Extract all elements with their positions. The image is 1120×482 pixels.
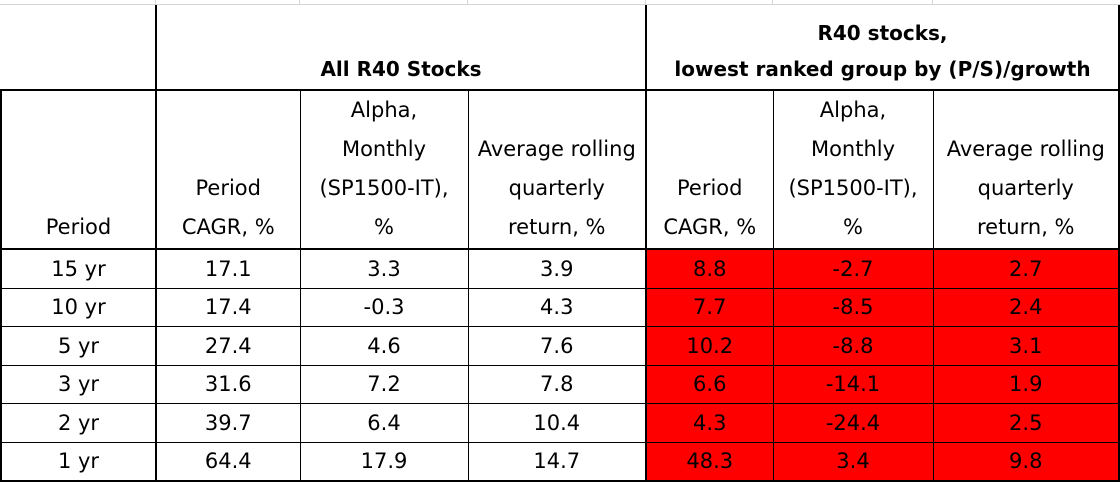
group-header-lowest-line1: R40 stocks, (817, 21, 948, 45)
period-cell: 10 yr (0, 288, 156, 327)
low-cagr-cell: 4.3 (645, 403, 773, 443)
period-cell: 1 yr (0, 442, 156, 482)
all-cagr-cell: 31.6 (155, 365, 300, 404)
group-header-lowest: R40 stocks, lowest ranked group by (P/S)… (645, 5, 1120, 91)
all-rolling-cell: 3.9 (467, 249, 646, 289)
all-alpha-cell: 17.9 (299, 442, 468, 482)
header-low-alpha: Alpha, Monthly (SP1500-IT), % (772, 90, 933, 250)
empty-corner-cell (1, 5, 156, 91)
all-cagr-cell: 39.7 (155, 403, 300, 443)
low-rolling-cell: 2.4 (932, 288, 1120, 327)
header-all-cagr: Period CAGR, % (155, 90, 300, 250)
all-cagr-cell: 64.4 (155, 442, 300, 482)
all-alpha-cell: 4.6 (299, 326, 468, 366)
group-header-row: All R40 Stocks R40 stocks, lowest ranked… (1, 5, 1120, 91)
low-alpha-cell: -14.1 (772, 365, 933, 404)
group-header-all-label: All R40 Stocks (320, 57, 482, 81)
performance-table: All R40 Stocks R40 stocks, lowest ranked… (0, 5, 1120, 482)
all-alpha-cell: 3.3 (299, 249, 468, 289)
spreadsheet-gridlines (0, 0, 1120, 5)
low-alpha-cell: -8.5 (772, 288, 933, 327)
low-alpha-cell: -24.4 (772, 403, 933, 443)
header-all-rolling: Average rolling quarterly return, % (467, 90, 646, 250)
all-rolling-cell: 7.8 (467, 365, 646, 404)
column-header-row: Period Period CAGR, % Alpha, Monthly (SP… (0, 90, 1120, 250)
low-cagr-cell: 6.6 (645, 365, 773, 404)
all-alpha-cell: 7.2 (299, 365, 468, 404)
low-cagr-cell: 48.3 (645, 442, 773, 482)
table-row: 15 yr 17.1 3.3 3.9 8.8 -2.7 2.7 (0, 249, 1120, 289)
group-header-all: All R40 Stocks (155, 5, 646, 91)
period-cell: 5 yr (0, 326, 156, 366)
table-row: 3 yr 31.6 7.2 7.8 6.6 -14.1 1.9 (0, 365, 1120, 404)
all-rolling-cell: 7.6 (467, 326, 646, 366)
low-rolling-cell: 2.7 (932, 249, 1120, 289)
header-period: Period (0, 90, 156, 250)
low-alpha-cell: 3.4 (772, 442, 933, 482)
period-cell: 15 yr (0, 249, 156, 289)
table-row: 10 yr 17.4 -0.3 4.3 7.7 -8.5 2.4 (0, 288, 1120, 327)
low-cagr-cell: 7.7 (645, 288, 773, 327)
all-cagr-cell: 17.4 (155, 288, 300, 327)
low-rolling-cell: 2.5 (932, 403, 1120, 443)
period-cell: 2 yr (0, 403, 156, 443)
low-cagr-cell: 8.8 (645, 249, 773, 289)
group-header-lowest-line2: lowest ranked group by (P/S)/growth (674, 57, 1091, 81)
all-rolling-cell: 14.7 (467, 442, 646, 482)
all-alpha-cell: -0.3 (299, 288, 468, 327)
header-low-cagr: Period CAGR, % (645, 90, 773, 250)
table-row: 2 yr 39.7 6.4 10.4 4.3 -24.4 2.5 (0, 403, 1120, 443)
period-cell: 3 yr (0, 365, 156, 404)
table-row: 1 yr 64.4 17.9 14.7 48.3 3.4 9.8 (0, 442, 1120, 482)
low-rolling-cell: 1.9 (932, 365, 1120, 404)
low-alpha-cell: -8.8 (772, 326, 933, 366)
low-alpha-cell: -2.7 (772, 249, 933, 289)
low-rolling-cell: 3.1 (932, 326, 1120, 366)
all-cagr-cell: 27.4 (155, 326, 300, 366)
all-cagr-cell: 17.1 (155, 249, 300, 289)
all-alpha-cell: 6.4 (299, 403, 468, 443)
low-rolling-cell: 9.8 (932, 442, 1120, 482)
low-cagr-cell: 10.2 (645, 326, 773, 366)
all-rolling-cell: 4.3 (467, 288, 646, 327)
all-rolling-cell: 10.4 (467, 403, 646, 443)
header-all-alpha: Alpha, Monthly (SP1500-IT), % (299, 90, 468, 250)
header-low-rolling: Average rolling quarterly return, % (932, 90, 1120, 250)
table-row: 5 yr 27.4 4.6 7.6 10.2 -8.8 3.1 (0, 326, 1120, 366)
